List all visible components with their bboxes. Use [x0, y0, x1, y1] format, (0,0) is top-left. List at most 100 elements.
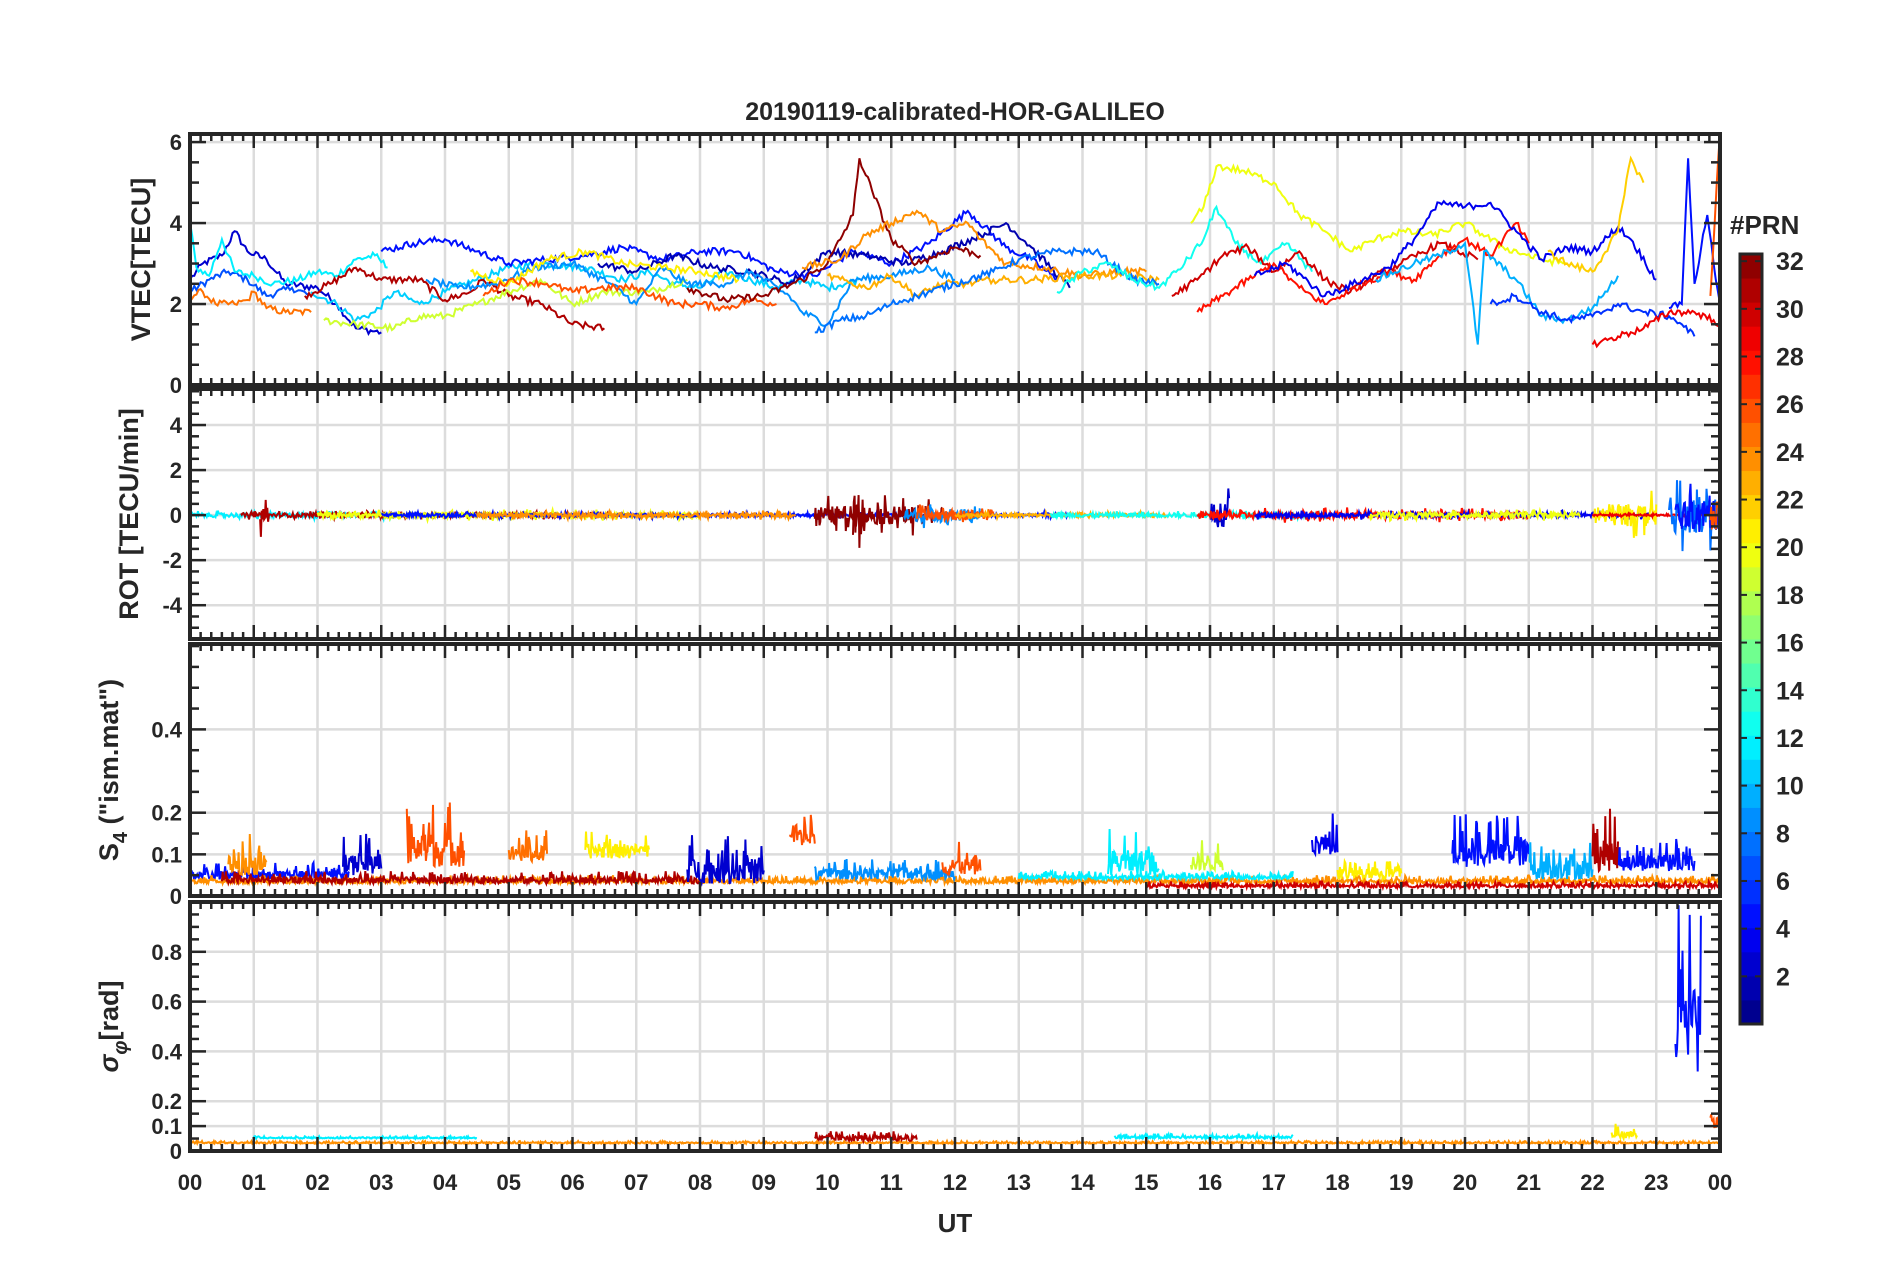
y-tick-label: 0.2	[151, 1089, 182, 1114]
y-axis-label-main: σ	[94, 1054, 124, 1073]
series-line-prn-12	[1017, 868, 1294, 883]
series-line-prn-10	[1528, 842, 1594, 881]
colorbar-band	[1740, 831, 1762, 857]
series-line-prn-5	[190, 859, 350, 883]
x-tick-label: 11	[880, 1170, 903, 1195]
x-tick-label: 00	[178, 1170, 202, 1195]
series-line-prn-26	[788, 814, 816, 846]
colorbar-band	[1740, 494, 1762, 520]
colorbar-band	[1740, 518, 1762, 544]
y-axis-label: S4 ("ism.mat")	[94, 679, 132, 861]
series-line-prn-13	[1056, 204, 1313, 294]
panel-s4: 0 0.1 0.2 0.4 S4 ("ism.mat")	[94, 642, 1722, 909]
colorbar-tick-label: 20	[1776, 534, 1804, 562]
y-tick-label: 0	[170, 884, 182, 909]
series-line-prn-31	[259, 499, 271, 537]
y-axis-label-sub: φ	[110, 1041, 132, 1055]
colorbar-band	[1740, 614, 1762, 640]
series-line-prn-9	[425, 258, 956, 327]
colorbar-band	[1740, 927, 1762, 953]
x-tick-label: 04	[433, 1170, 458, 1195]
y-axis-label-rest: ("ism.mat")	[94, 679, 124, 832]
colorbar-title: #PRN	[1730, 210, 1799, 240]
series-line-prn-25	[507, 830, 548, 865]
series-line-prn-3	[190, 230, 382, 337]
x-tick-label: 03	[369, 1170, 393, 1195]
series-line-prn-5	[1674, 905, 1702, 1072]
y-tick-label: -2	[162, 548, 182, 573]
series-line-prn-3	[686, 835, 765, 887]
series-line-prn-31	[814, 1131, 918, 1145]
colorbar-band	[1740, 350, 1762, 375]
series-line-prn-4	[1311, 813, 1339, 858]
series-line-prn-25	[190, 287, 312, 317]
series-line-prn-32	[813, 495, 944, 536]
series-line-prn-10	[1375, 240, 1619, 345]
series-line-prn-24	[801, 209, 1147, 280]
series-line-prn-31	[304, 266, 605, 332]
series-line-prn-30	[1171, 240, 1479, 297]
x-tick-label: 13	[1007, 1170, 1031, 1195]
colorbar-band	[1740, 542, 1762, 568]
y-tick-label: 0.4	[151, 717, 182, 742]
series-line-prn-21	[1591, 490, 1658, 538]
series-line-prn-29	[1591, 308, 1720, 349]
series-line-prn-32	[686, 158, 982, 304]
x-tick-label: 23	[1644, 1170, 1668, 1195]
y-axis-label: σφ[rad]	[94, 981, 132, 1073]
series-line-prn-19	[1189, 840, 1224, 874]
series-line-prn-22	[1547, 155, 1645, 274]
series-group	[190, 480, 1720, 552]
x-tick-label: 16	[1198, 1170, 1222, 1195]
colorbar-band	[1740, 566, 1762, 592]
y-axis-label: ROT [TECU/min]	[114, 408, 144, 619]
series-line-prn-8	[814, 246, 1160, 334]
series-line-prn-31	[220, 869, 701, 888]
series-line-prn-20	[1368, 506, 1581, 523]
series-line-prn-5	[1451, 814, 1530, 868]
colorbar-band	[1740, 759, 1762, 784]
y-tick-label: 0.8	[151, 940, 182, 965]
y-tick-label: 0.4	[151, 1039, 182, 1064]
y-tick-label: 2	[170, 292, 182, 317]
colorbar-band	[1740, 855, 1762, 881]
y-tick-label: 0.6	[151, 990, 182, 1015]
x-tick-label: 05	[497, 1170, 521, 1195]
colorbar-band	[1740, 639, 1762, 664]
chart-title: 20190119-calibrated-HOR-GALILEO	[745, 98, 1165, 126]
y-tick-label: 0	[170, 373, 182, 398]
series-line-prn-2	[597, 221, 1071, 289]
x-tick-label: 17	[1262, 1170, 1286, 1195]
series-line-prn-5	[1617, 838, 1696, 872]
y-axis-label-sub: 4	[110, 831, 132, 843]
series-line-prn-21	[1610, 1123, 1638, 1143]
colorbar-band	[1740, 446, 1762, 472]
colorbar-tick-label: 4	[1776, 916, 1790, 944]
series-line-prn-12	[1107, 828, 1160, 876]
series-line-prn-9	[813, 858, 956, 883]
colorbar-band	[1740, 783, 1762, 808]
series-line-prn-26	[405, 802, 466, 869]
x-tick-label: 18	[1325, 1170, 1349, 1195]
colorbar-tick-label: 6	[1776, 868, 1790, 896]
series-line-prn-5	[1668, 158, 1720, 310]
series-line-prn-32	[852, 495, 867, 548]
colorbar-band	[1740, 326, 1762, 351]
series-line-prn-12	[1113, 1130, 1294, 1142]
axes-box	[188, 642, 1722, 898]
series-line-prn-6	[1489, 292, 1696, 337]
y-tick-label: 6	[170, 130, 182, 155]
x-tick-label: 20	[1453, 1170, 1477, 1195]
series-line-prn-11	[310, 260, 861, 323]
colorbar-band	[1740, 470, 1762, 496]
series-line-prn-31	[1591, 808, 1619, 874]
y-tick-label: 0.1	[151, 1114, 182, 1139]
x-tick-label: 02	[305, 1170, 329, 1195]
panel-vtec: 0 2 4 6 VTEC[TECU]	[126, 130, 1722, 398]
colorbar-tick-label: 24	[1776, 439, 1804, 467]
x-tick-label: 10	[815, 1170, 839, 1195]
colorbar-band	[1740, 975, 1762, 1001]
colorbar-tick-label: 12	[1776, 725, 1804, 753]
